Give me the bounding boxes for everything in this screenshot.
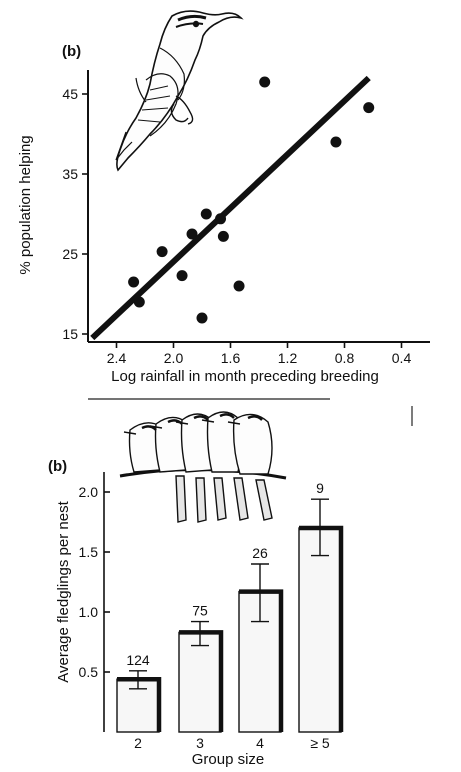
- scatter-point: [200, 208, 212, 220]
- bar-y-tick-label: 0.5: [79, 664, 99, 680]
- bar-data-label: 26: [252, 545, 268, 561]
- scatter-x-tick-label: 0.4: [392, 350, 412, 366]
- bar-data-label: 75: [192, 603, 208, 619]
- scatter-point: [233, 280, 245, 292]
- scatter-point: [196, 312, 208, 324]
- scatter-point: [176, 270, 188, 282]
- scatter-x-tick-label: 2.4: [107, 350, 127, 366]
- scatter-y-ticks: 15 25 35 45: [62, 86, 88, 342]
- scatter-y-tick-label: 35: [62, 166, 78, 182]
- bar: [298, 527, 342, 733]
- scatter-y-tick-label: 15: [62, 326, 78, 342]
- bar-x-tick-label: 4: [256, 735, 264, 751]
- scatter-y-axis-label: % population helping: [17, 135, 34, 274]
- scatter-x-tick-label: 2.0: [164, 350, 184, 366]
- scatter-point: [186, 228, 198, 240]
- bee-eater-illustration: [115, 10, 244, 172]
- bar-edge: [179, 630, 224, 732]
- bar-data-label: 124: [126, 652, 150, 668]
- scatter-y-tick-label: 45: [62, 86, 78, 102]
- bar-data-labels: 124 75 26 9: [126, 480, 324, 668]
- bar-panel-label: (b): [48, 458, 67, 475]
- bee-eater-group-illustration: [119, 411, 287, 523]
- bar-edge: [299, 525, 344, 732]
- scatter-x-axis-label: Log rainfall in month preceding breeding: [111, 368, 379, 385]
- bar: [178, 631, 222, 733]
- bar-y-tick-label: 1.5: [79, 544, 99, 560]
- bar-y-axis-label: Average fledglings per nest: [55, 500, 72, 682]
- scatter-axes: [87, 70, 430, 343]
- scatter-panel-label: (b): [62, 43, 81, 60]
- bar-x-axis-label: Group size: [192, 751, 265, 768]
- bar-chart: (b) 0.5 1.0 1.5 2.0: [48, 411, 344, 768]
- bars: [116, 525, 344, 733]
- scatter-point: [217, 230, 229, 242]
- scatter-x-tick-label: 1.2: [278, 350, 298, 366]
- bar-edge: [239, 589, 284, 732]
- bar-x-ticks: 2 3 4 ≥ 5: [134, 735, 330, 751]
- bar-y-tick-label: 2.0: [79, 484, 99, 500]
- scatter-point: [156, 246, 168, 258]
- error-bars: [129, 498, 329, 690]
- bar-x-tick-label: 3: [196, 735, 204, 751]
- bar-x-tick-label: ≥ 5: [310, 735, 330, 751]
- scatter-x-tick-label: 0.8: [335, 350, 355, 366]
- scatter-trendline: [90, 75, 371, 341]
- bar-y-ticks: 0.5 1.0 1.5 2.0: [79, 484, 110, 680]
- bar-data-label: 9: [316, 480, 324, 496]
- scatter-x-tick-label: 1.6: [221, 350, 241, 366]
- scatter-y-tick-label: 25: [62, 246, 78, 262]
- scatter-point: [363, 102, 375, 114]
- scatter-point: [259, 76, 271, 88]
- scatter-point: [330, 136, 342, 148]
- scatter-x-ticks: 2.4 2.0 1.6 1.2 0.8 0.4: [107, 342, 412, 366]
- bar-x-tick-label: 2: [134, 735, 142, 751]
- scatter-chart: (b) 2.4 2.0 1.6 1.2 0.8 0.4 15 25 35 45 Log rain…: [17, 10, 430, 385]
- bar-y-tick-label: 1.0: [79, 604, 99, 620]
- scatter-point: [128, 276, 140, 288]
- bar-edge: [117, 676, 162, 732]
